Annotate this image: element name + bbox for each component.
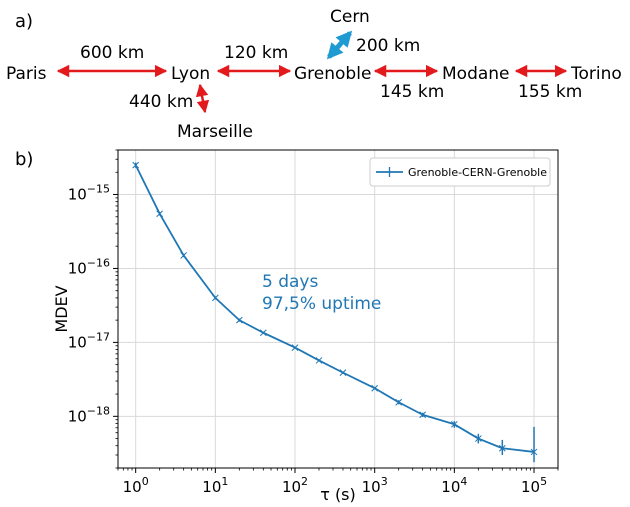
x-axis-label: τ (s) — [320, 485, 356, 504]
x-tick-label-0: 100 — [123, 475, 149, 496]
series-line-0 — [134, 164, 535, 453]
x-tick-label-5: 105 — [521, 475, 547, 496]
marker-stroke — [530, 448, 538, 456]
marker-stroke — [315, 357, 323, 364]
x-tick-label-4: 104 — [441, 475, 467, 496]
data-point-12 — [450, 420, 458, 428]
marker-stroke — [235, 316, 243, 324]
data-point-15 — [530, 448, 538, 456]
annotation-uptime: 97,5% uptime — [262, 294, 381, 314]
panel-a-label: a) — [15, 11, 33, 32]
city-torino: Torino — [570, 64, 622, 84]
distance-modane-torino: 155 km — [518, 82, 582, 102]
marker-stroke — [450, 420, 458, 428]
city-grenoble: Grenoble — [294, 64, 371, 84]
distance-paris-lyon: 600 km — [80, 43, 144, 63]
legend-series-name: Grenoble-CERN-Grenoble — [408, 166, 547, 179]
x-tick-label-1: 101 — [202, 475, 228, 496]
data-point-13 — [474, 435, 482, 442]
y-tick-label-3: 10−18 — [68, 404, 110, 425]
city-paris: Paris — [6, 64, 47, 84]
x-tick-label-2: 102 — [282, 475, 308, 496]
data-point-10 — [395, 398, 403, 406]
marker-stroke — [474, 435, 482, 442]
y-axis-ticks: 10−15 10−16 10−17 10−18 — [68, 149, 118, 469]
panel-b-label: b) — [15, 149, 33, 170]
marker-stroke — [419, 411, 426, 419]
plot-frame — [117, 149, 559, 469]
data-point-7 — [315, 357, 323, 364]
series-group — [132, 161, 538, 463]
panel-a-network-map: a) Paris Lyon Grenoble Modane Torino Mar… — [6, 7, 622, 142]
marker-stroke — [498, 444, 506, 452]
data-point-2 — [180, 252, 187, 259]
panel-b-mdev-chart: b) 100 101 102 103 104 105 10−1510−1610−1710−… — [15, 149, 559, 504]
marker-stroke — [291, 344, 299, 351]
y-tick-label-0: 10−15 — [68, 183, 110, 204]
data-point-4 — [235, 316, 243, 324]
distance-grenoble-modane: 145 km — [380, 82, 444, 102]
distance-lyon-marseille: 440 km — [129, 92, 193, 112]
city-modane: Modane — [442, 64, 510, 84]
annotation-duration: 5 days — [262, 272, 318, 292]
marker-stroke — [211, 294, 219, 302]
data-point-14 — [498, 444, 506, 452]
marker-stroke — [371, 384, 379, 392]
marker-stroke — [339, 369, 347, 376]
distance-grenoble-cern: 200 km — [356, 36, 420, 56]
legend-box — [369, 157, 551, 187]
link-grenoble-cern — [326, 30, 353, 60]
city-lyon: Lyon — [171, 64, 210, 84]
y-tick-label-2: 10−17 — [68, 330, 110, 351]
data-point-0 — [132, 161, 140, 169]
marker-stroke — [132, 161, 140, 169]
marker-stroke — [259, 329, 267, 337]
y-tick-label-1: 10−16 — [68, 256, 110, 277]
data-point-1 — [156, 210, 164, 218]
marker-stroke — [156, 210, 164, 218]
distance-lyon-grenoble: 120 km — [224, 43, 288, 63]
chart-legend: Grenoble-CERN-Grenoble — [369, 157, 551, 187]
y-axis-label: MDEV — [52, 285, 71, 332]
city-marseille: Marseille — [177, 122, 253, 142]
data-point-5 — [259, 329, 267, 337]
marker-stroke — [395, 398, 403, 406]
x-tick-label-3: 103 — [362, 475, 388, 496]
data-point-6 — [291, 344, 299, 351]
data-point-3 — [211, 294, 219, 302]
data-point-11 — [419, 411, 426, 419]
data-point-9 — [371, 384, 379, 392]
data-point-8 — [339, 369, 347, 376]
chart-grid — [118, 150, 558, 468]
link-lyon-marseille — [195, 83, 210, 114]
city-cern: Cern — [330, 7, 370, 27]
marker-stroke — [180, 252, 187, 259]
x-axis-ticks: 100 101 102 103 104 105 — [117, 468, 559, 496]
